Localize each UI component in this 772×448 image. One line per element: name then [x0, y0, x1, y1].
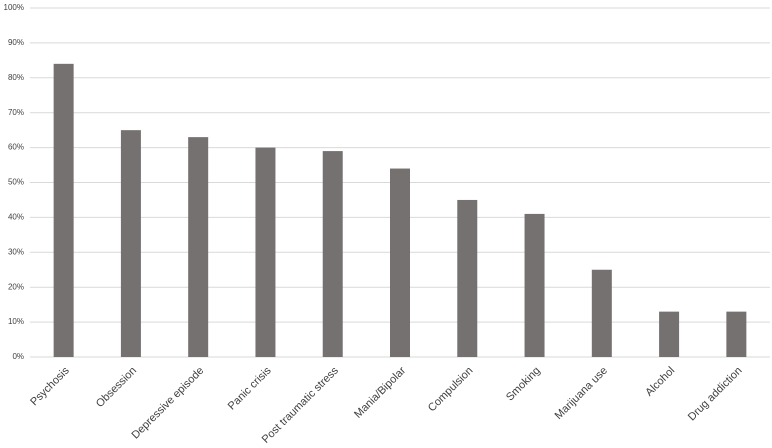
x-tick-label: Depressive episode	[130, 365, 207, 442]
bar	[255, 147, 276, 357]
y-tick-label: 50%	[8, 178, 24, 187]
bar	[322, 151, 343, 357]
bar	[53, 63, 74, 358]
y-tick-label: 60%	[8, 143, 24, 152]
y-tick-label: 100%	[4, 3, 24, 12]
y-tick-label: 80%	[8, 73, 24, 82]
x-tick-label: Drug addiction	[686, 365, 745, 424]
x-tick-label: Marijuana use	[553, 365, 610, 422]
x-tick-label: Psychosis	[28, 364, 72, 408]
x-tick-label: Post traumatic stress	[260, 364, 341, 445]
x-tick-label: Compulsion	[426, 365, 476, 415]
x-tick-label: Panic crisis	[226, 364, 274, 412]
bar	[188, 137, 209, 357]
x-tick-label: Alcohol	[643, 365, 677, 399]
bar	[591, 269, 612, 357]
bar	[659, 311, 680, 357]
bar	[390, 168, 410, 357]
y-tick-label: 70%	[8, 108, 24, 117]
y-tick-label: 30%	[8, 247, 24, 256]
y-tick-label: 20%	[8, 282, 24, 291]
bar	[457, 199, 478, 357]
bar	[524, 213, 545, 357]
y-tick-label: 90%	[8, 38, 24, 47]
y-tick-label: 0%	[12, 352, 24, 361]
x-tick-label: Obsession	[94, 365, 139, 410]
y-tick-label: 10%	[8, 317, 24, 326]
x-tick-label: Mania/Bipolar	[352, 364, 408, 420]
bar	[726, 311, 747, 357]
x-tick-label: Smoking	[504, 365, 543, 404]
y-tick-label: 40%	[8, 213, 24, 222]
bar	[120, 130, 141, 357]
